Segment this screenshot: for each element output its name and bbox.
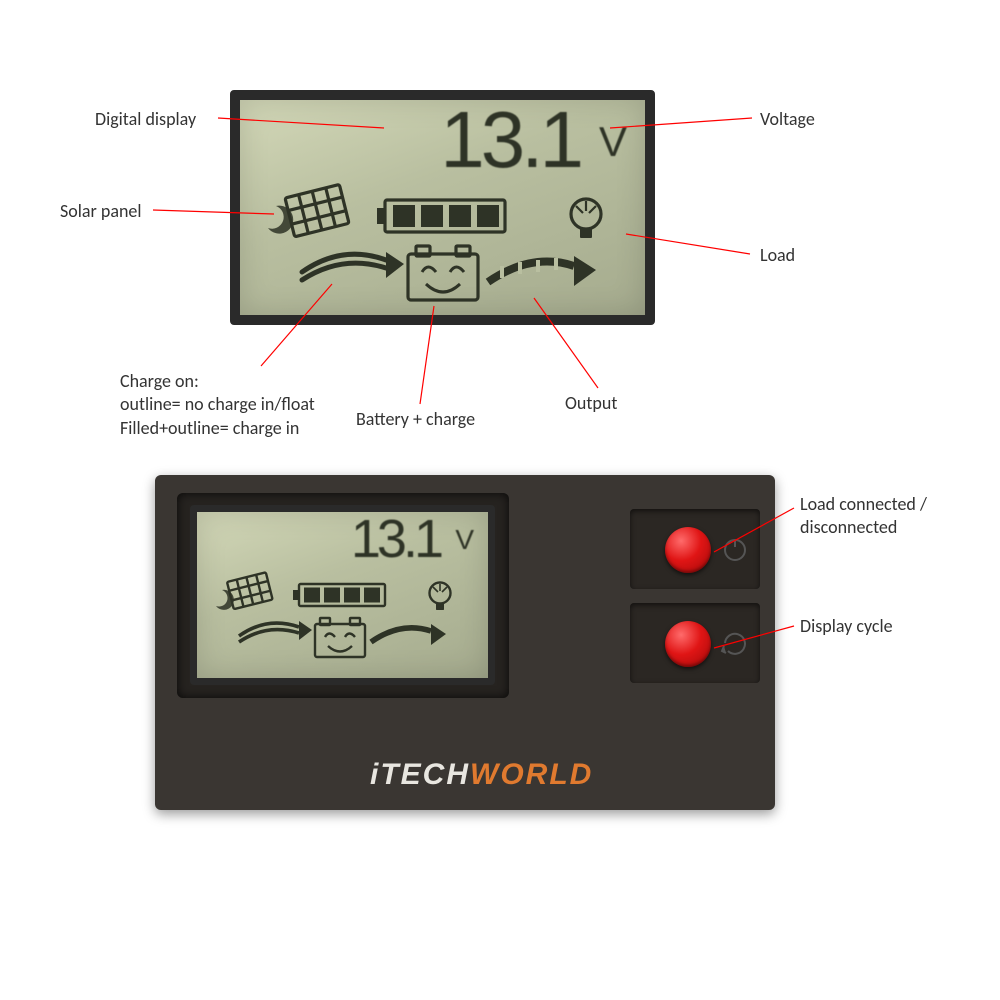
brand-part1: iTECH [370,758,470,791]
bulb-icon [571,199,601,238]
solar-panel-icon [285,184,349,236]
label-load: Load [760,244,795,267]
label-output: Output [565,392,617,415]
label-solar-panel: Solar panel [60,200,141,223]
label-digital-display: Digital display [95,108,196,131]
label-display-cycle: Display cycle [800,615,893,638]
label-battery-charge: Battery + charge [356,408,475,431]
label-load-connected: Load connected / disconnected [800,493,927,540]
charge-arrow-icon [302,252,404,280]
device-body: 13.1 V [155,475,775,810]
output-arrow-icon [488,256,596,286]
label-charge-on: Charge on: outline= no charge in/float F… [120,370,315,440]
brand-logo: iTECHWORLD [370,758,593,792]
battery-face-icon [408,246,478,300]
lcd-icons [240,100,645,315]
battery-bar-icon [377,200,505,232]
label-voltage: Voltage [760,108,815,131]
brand-part2: WORLD [470,758,593,791]
top-lcd-display: 13.1 V [230,90,655,325]
